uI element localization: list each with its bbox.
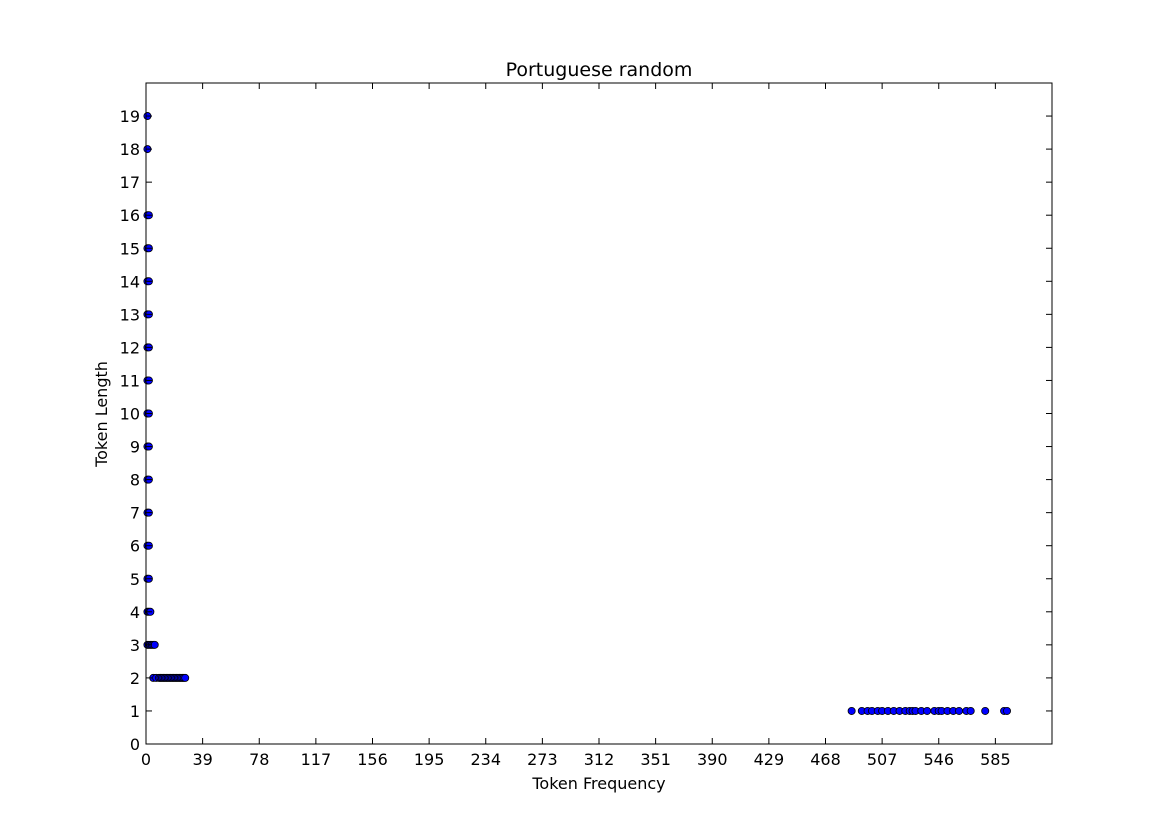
axis-ticks: 0 39 78 117 156 195 234 273 312 351 390 429 468 507 54…: [120, 83, 1052, 769]
y-tick-label: 9: [130, 438, 140, 457]
data-point: [981, 706, 990, 715]
x-tick-label: 468: [810, 750, 841, 769]
y-tick-label: 11: [120, 371, 140, 390]
x-tick-label: 117: [301, 750, 332, 769]
plot-frame: [145, 82, 1053, 745]
x-tick-label: 78: [249, 750, 269, 769]
y-tick-label: 12: [120, 338, 140, 357]
y-tick-label: 5: [130, 570, 140, 589]
data-point: [847, 706, 856, 715]
x-tick-label: 507: [867, 750, 898, 769]
y-tick-label: 3: [130, 636, 140, 655]
x-tick-label: 234: [470, 750, 501, 769]
y-tick-label: 8: [130, 471, 140, 490]
x-tick-label: 351: [640, 750, 671, 769]
x-tick-label: 156: [357, 750, 388, 769]
data-point: [955, 706, 964, 715]
data-point: [1002, 706, 1011, 715]
x-tick-label: 390: [697, 750, 728, 769]
x-axis-title: Token Frequency: [531, 774, 665, 793]
y-tick-label: 18: [120, 140, 140, 159]
x-tick-label: 429: [754, 750, 785, 769]
chart-title: Portuguese random: [506, 59, 693, 81]
y-tick-label: 2: [130, 669, 140, 688]
data-point: [181, 673, 190, 682]
x-tick-label: 195: [414, 750, 445, 769]
data-point: [966, 706, 975, 715]
data-point: [923, 706, 932, 715]
y-tick-label: 6: [130, 537, 140, 556]
x-tick-label: 585: [980, 750, 1011, 769]
y-tick-label: 16: [120, 206, 140, 225]
y-axis-title: Token Length: [92, 361, 111, 468]
y-tick-label: 14: [120, 272, 140, 291]
y-tick-label: 10: [120, 405, 140, 424]
y-tick-label: 15: [120, 239, 140, 258]
y-tick-label: 7: [130, 504, 140, 523]
x-tick-label: 312: [584, 750, 615, 769]
y-tick-label: 13: [120, 305, 140, 324]
y-tick-label: 19: [120, 107, 140, 126]
y-tick-label: 4: [130, 603, 140, 622]
y-tick-label: 17: [120, 173, 140, 192]
y-tick-label: 0: [130, 735, 140, 754]
data-point: [150, 640, 159, 649]
x-tick-label: 546: [923, 750, 954, 769]
x-tick-label: 39: [192, 750, 212, 769]
y-tick-label: 1: [130, 702, 140, 721]
x-tick-label: 0: [141, 750, 151, 769]
x-tick-label: 273: [527, 750, 558, 769]
